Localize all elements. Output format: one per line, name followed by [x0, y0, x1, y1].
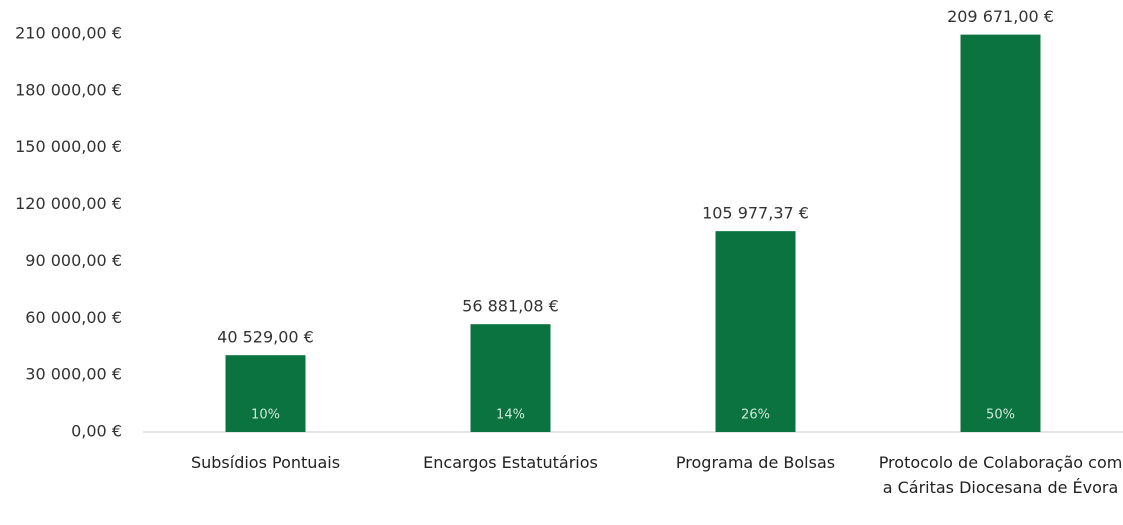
y-tick-label: 0,00 € — [71, 422, 122, 441]
y-tick-label: 30 000,00 € — [25, 365, 122, 384]
x-tick-label: Protocolo de Colaboração com a Cáritas D… — [878, 453, 1123, 497]
x-tick-label: Programa de Bolsas — [675, 453, 836, 472]
bar — [470, 324, 551, 432]
value-label: 40 529,00 € — [217, 328, 314, 347]
y-tick-label: 210 000,00 € — [15, 24, 122, 43]
share-label: 26% — [741, 408, 770, 423]
share-label: 14% — [496, 408, 525, 423]
value-label: 56 881,08 € — [462, 297, 559, 316]
share-label: 10% — [251, 408, 280, 423]
y-tick-label: 90 000,00 € — [25, 251, 122, 270]
y-tick-label: 60 000,00 € — [25, 308, 122, 327]
y-tick-label: 180 000,00 € — [15, 80, 122, 99]
y-tick-label: 120 000,00 € — [15, 194, 122, 213]
share-label: 50% — [986, 408, 1015, 423]
value-label: 105 977,37 € — [702, 204, 809, 223]
bar — [225, 355, 306, 432]
bar — [715, 231, 796, 432]
y-tick-label: 150 000,00 € — [15, 137, 122, 156]
bar — [960, 34, 1041, 432]
value-label: 209 671,00 € — [947, 7, 1054, 26]
x-tick-label: Encargos Estatutários — [423, 453, 598, 472]
x-tick-label: Subsídios Pontuais — [190, 453, 341, 472]
